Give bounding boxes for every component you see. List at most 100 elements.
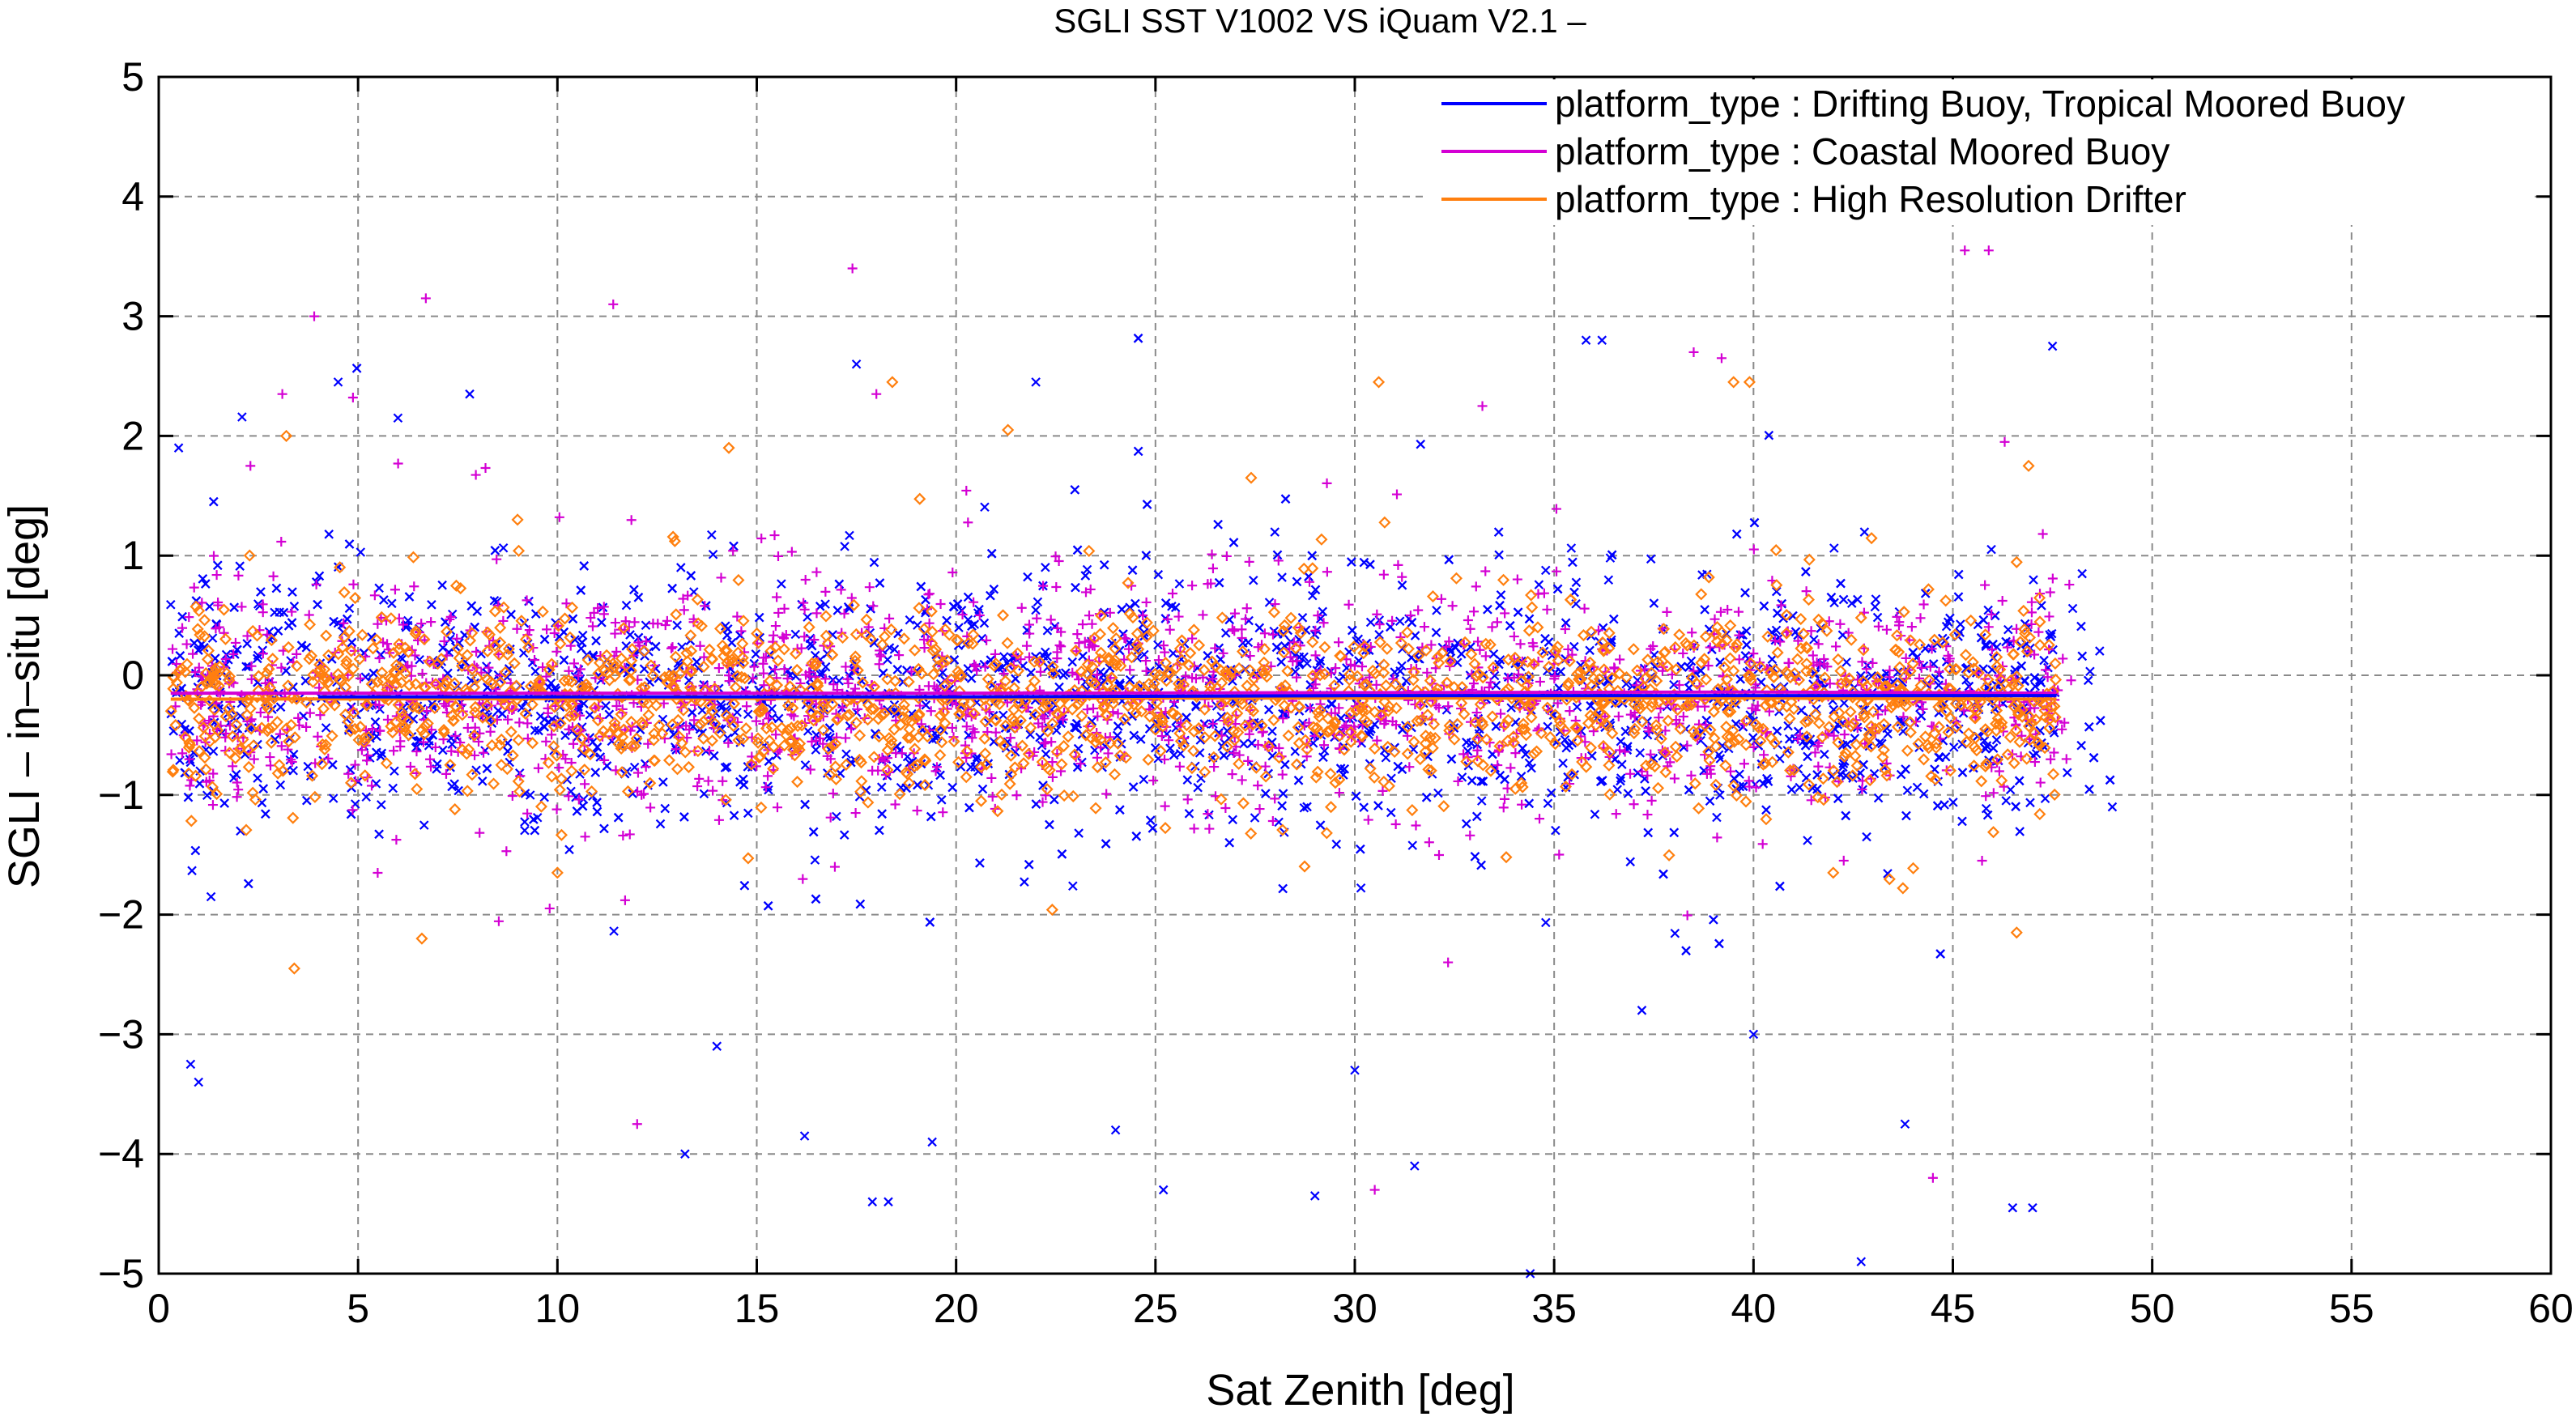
drifting-tropical-point: [356, 547, 366, 557]
drifting-tropical-point: [1463, 760, 1474, 771]
drifting-tropical-point: [980, 502, 990, 513]
drifting-tropical-point: [241, 662, 251, 672]
drifting-tropical-point: [1534, 580, 1544, 589]
drifting-tropical-point: [1715, 790, 1725, 800]
drifting-tropical-point: [2077, 568, 2087, 579]
drifting-tropical-point: [2001, 796, 2012, 806]
drifting-tropical-point: [1041, 562, 1050, 572]
drifting-tropical-point: [321, 723, 331, 733]
drifting-tropical-point: [609, 926, 619, 936]
drifting-tropical-point: [2029, 575, 2038, 585]
drifting-tropical-point: [564, 845, 574, 855]
drifting-tropical-point: [1476, 796, 1487, 806]
drifting-tropical-point: [1558, 758, 1568, 768]
drifting-tropical-point: [869, 557, 879, 568]
drifting-tropical-point: [1365, 617, 1376, 628]
drifting-tropical-point: [1407, 840, 1418, 850]
drifting-tropical-point: [1524, 758, 1535, 768]
drifting-tropical-point: [1170, 602, 1181, 613]
drifting-tropical-point: [187, 866, 197, 876]
drifting-tropical-point: [1010, 653, 1020, 662]
drifting-tropical-point: [2062, 768, 2072, 778]
drifting-tropical-point: [963, 615, 973, 625]
drifting-tropical-point: [1462, 819, 1471, 829]
drifting-tropical-point: [207, 633, 218, 643]
drifting-tropical-point: [672, 620, 682, 631]
drifting-tropical-point: [1441, 705, 1452, 715]
drifting-tropical-point: [1302, 658, 1312, 669]
drifting-tropical-point: [751, 649, 761, 659]
drifting-tropical-point: [1478, 776, 1488, 786]
drifting-tropical-point: [1114, 679, 1125, 688]
drifting-tropical-point: [999, 652, 1009, 662]
drifting-tropical-point: [743, 808, 753, 819]
drifting-tropical-point: [1795, 782, 1805, 793]
drifting-tropical-point: [1590, 810, 1600, 819]
drifting-tropical-point: [1948, 798, 1958, 807]
drifting-tropical-point: [1314, 658, 1325, 669]
drifting-tropical-point: [1603, 575, 1614, 585]
drifting-tropical-point: [1543, 721, 1552, 732]
drifting-tropical-point: [1250, 813, 1260, 823]
drifting-tropical-point: [1633, 768, 1643, 778]
drifting-tropical-point: [1184, 809, 1194, 819]
drifting-tropical-point: [1353, 634, 1364, 645]
drifting-tropical-point: [1290, 666, 1301, 677]
drifting-tropical-point: [1803, 836, 1812, 845]
drifting-tropical-point: [208, 747, 219, 756]
drifting-tropical-point: [1174, 579, 1185, 589]
drifting-tropical-point: [1572, 702, 1582, 712]
drifting-tropical-point: [1516, 772, 1526, 781]
drifting-tropical-point: [845, 530, 854, 541]
drifting-tropical-point: [237, 412, 247, 422]
drifting-tropical-point: [204, 602, 215, 611]
drifting-tropical-point: [1616, 773, 1626, 783]
drifting-tropical-point: [1033, 597, 1043, 607]
drifting-tropical-point: [621, 600, 632, 611]
drifting-tropical-point: [840, 542, 849, 551]
drifting-tropical-point: [708, 549, 718, 559]
drifting-tropical-point: [1489, 670, 1500, 681]
drifting-tropical-point: [1957, 739, 1967, 749]
drifting-tropical-point: [1543, 798, 1553, 809]
drifting-tropical-point: [1277, 572, 1287, 582]
drifting-tropical-point: [377, 800, 386, 810]
drifting-tropical-point: [206, 891, 216, 902]
drifting-tropical-point: [1859, 527, 1870, 537]
drifting-tropical-point: [1274, 817, 1284, 827]
drifting-tropical-point: [2076, 621, 2086, 632]
drifting-tropical-point: [732, 707, 742, 717]
drifting-tropical-point: [1949, 742, 1959, 752]
drifting-tropical-point: [1712, 812, 1722, 823]
drifting-tropical-point: [1551, 825, 1561, 836]
drifting-tropical-point: [1228, 815, 1238, 825]
drifting-tropical-point: [1153, 640, 1163, 650]
drifting-tropical-point: [520, 817, 530, 827]
drifting-tropical-point: [1386, 807, 1396, 818]
drifting-tropical-point: [1546, 788, 1556, 798]
drifting-tropical-point: [1087, 716, 1097, 726]
drifting-tropical-point: [989, 584, 999, 594]
drifting-tropical-point: [2067, 603, 2078, 614]
drifting-tropical-point: [1571, 577, 1582, 588]
drifting-tropical-point: [242, 639, 252, 649]
drifting-tropical-point: [2015, 827, 2025, 836]
drifting-tropical-point: [1649, 598, 1659, 608]
drifting-tropical-point: [387, 598, 397, 609]
drifting-tropical-point: [1566, 543, 1577, 553]
drifting-tropical-point: [1987, 665, 1997, 674]
drifting-tropical-point: [1270, 527, 1280, 537]
drifting-tropical-point: [585, 710, 595, 720]
drifting-tropical-point: [1394, 616, 1405, 627]
drifting-tropical-point: [328, 793, 338, 803]
drifting-tropical-point: [324, 530, 334, 539]
drifting-tropical-point: [1299, 803, 1309, 813]
drifting-tropical-point: [1416, 439, 1426, 449]
drifting-tropical-point: [1433, 788, 1443, 798]
drifting-tropical-point: [1020, 877, 1029, 887]
drifting-tropical-point: [1870, 602, 1880, 612]
drifting-tropical-point: [1431, 628, 1441, 637]
drifting-tropical-point: [820, 662, 831, 672]
drifting-tropical-point: [832, 811, 841, 822]
